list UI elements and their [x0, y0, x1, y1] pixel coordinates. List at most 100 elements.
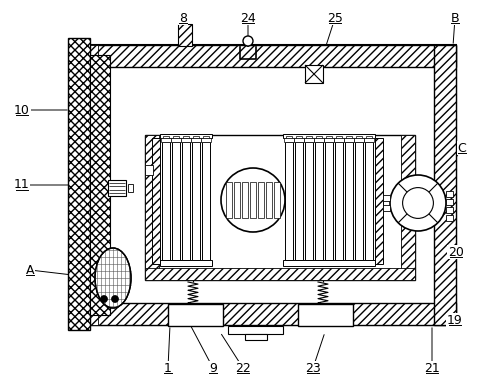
Bar [294, 138, 304, 142]
Bar [160, 260, 211, 266]
Bar [145, 268, 414, 280]
Bar [145, 135, 159, 280]
Bar [355, 136, 361, 138]
Text: 25: 25 [327, 11, 342, 25]
Text: 19: 19 [446, 314, 462, 326]
Bar [364, 142, 372, 260]
Bar [295, 142, 303, 260]
Bar [173, 136, 179, 138]
Text: A: A [26, 264, 34, 277]
Bar [343, 138, 353, 142]
Bar [374, 138, 382, 264]
Bar [400, 135, 414, 280]
Bar [88, 303, 455, 325]
Bar [365, 136, 371, 138]
Bar [183, 136, 188, 138]
Circle shape [100, 296, 107, 303]
Ellipse shape [95, 248, 131, 308]
Bar [172, 142, 180, 260]
Bar [314, 142, 322, 260]
Circle shape [111, 296, 118, 303]
Bar [345, 136, 351, 138]
Bar [249, 182, 256, 218]
Bar [445, 191, 452, 197]
Bar [306, 136, 312, 138]
Bar [145, 165, 153, 175]
Bar [171, 138, 181, 142]
Bar [298, 304, 352, 326]
Bar [88, 45, 98, 325]
Bar [201, 142, 209, 260]
Text: 9: 9 [208, 362, 216, 375]
Bar [382, 205, 389, 211]
Bar [161, 138, 171, 142]
Bar [233, 182, 239, 218]
Bar [334, 142, 342, 260]
Bar [382, 195, 389, 201]
Bar [227, 326, 283, 334]
Text: 20: 20 [447, 246, 463, 259]
Bar [445, 207, 452, 213]
Bar [325, 136, 331, 138]
Bar [241, 182, 247, 218]
Bar [90, 55, 110, 315]
Bar [323, 138, 333, 142]
Text: B: B [450, 11, 458, 25]
Bar [344, 142, 352, 260]
Text: 8: 8 [179, 11, 187, 25]
Bar [285, 142, 293, 260]
Bar [333, 138, 343, 142]
Bar [274, 182, 280, 218]
Text: 11: 11 [14, 178, 30, 192]
Bar [192, 136, 198, 138]
Bar [191, 142, 199, 260]
Bar [108, 180, 126, 196]
Circle shape [402, 188, 432, 218]
Bar [284, 138, 294, 142]
Bar [88, 45, 455, 67]
Bar [354, 142, 362, 260]
Text: 23: 23 [305, 362, 320, 375]
Bar [225, 182, 231, 218]
Bar [266, 182, 272, 218]
Bar [162, 142, 170, 260]
Bar [445, 199, 452, 205]
Bar [445, 215, 452, 221]
Bar [160, 134, 211, 138]
Text: 24: 24 [239, 11, 256, 25]
Bar [296, 136, 302, 138]
Bar [313, 138, 323, 142]
Bar [286, 136, 292, 138]
Bar [178, 24, 191, 46]
Bar [88, 45, 455, 325]
Bar [202, 136, 208, 138]
Bar [145, 135, 414, 280]
Circle shape [389, 175, 445, 231]
Bar [163, 136, 169, 138]
Bar [353, 138, 363, 142]
Bar [363, 138, 373, 142]
Text: 22: 22 [234, 362, 250, 375]
Circle shape [242, 36, 253, 46]
Bar [324, 142, 332, 260]
Bar [190, 138, 200, 142]
Bar [315, 136, 321, 138]
Bar [128, 184, 133, 192]
Bar [305, 65, 322, 83]
Bar [244, 334, 267, 340]
Bar [168, 304, 222, 326]
Bar [152, 138, 160, 264]
Bar [258, 182, 264, 218]
Bar [305, 142, 313, 260]
Circle shape [220, 168, 285, 232]
Text: 21: 21 [423, 362, 439, 375]
Bar [433, 45, 455, 325]
Bar [98, 67, 433, 303]
Bar [181, 138, 190, 142]
Bar [68, 38, 90, 330]
Bar [335, 136, 341, 138]
Bar [283, 260, 374, 266]
Bar [283, 134, 374, 138]
Bar [200, 138, 210, 142]
Text: 10: 10 [14, 103, 30, 116]
